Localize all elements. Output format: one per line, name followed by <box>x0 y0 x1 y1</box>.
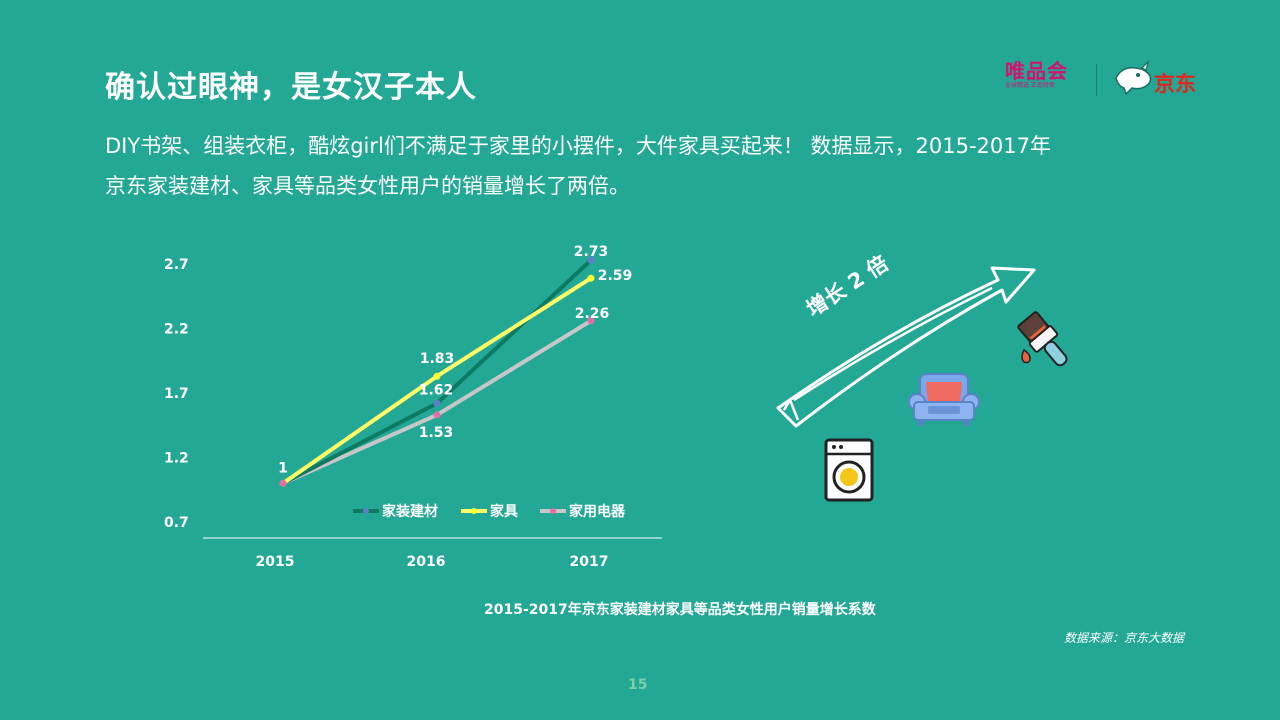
data-label: 2.73 <box>574 244 609 260</box>
series-line <box>281 276 593 485</box>
description-line-2: 京东家装建材、家具等品类女性用户的销量增长了两倍。 <box>105 174 630 198</box>
jd-logo-name: 京东 <box>1154 72 1196 96</box>
growth-arrow-icon <box>776 266 1036 428</box>
legend-marker <box>471 508 477 514</box>
data-point <box>433 399 441 407</box>
data-point <box>587 274 595 282</box>
washing-machine-icon <box>824 438 874 502</box>
page-number: 15 <box>628 677 648 693</box>
data-point <box>279 479 287 487</box>
data-source: 数据来源：京东大数据 <box>1064 631 1185 645</box>
page-title: 确认过眼神，是女汉子本人 <box>105 70 477 105</box>
paint-brush-icon <box>1017 311 1068 367</box>
data-label: 1.83 <box>420 351 455 367</box>
y-tick-label: 2.2 <box>164 322 189 338</box>
legend-item: 家用电器 <box>540 503 626 520</box>
jd-dog-icon <box>1115 60 1152 96</box>
data-label: 1.53 <box>419 425 454 441</box>
description-line-1: DIY书架、组装衣柜，酷炫girl们不满足于家里的小摆件，大件家具买起来！ 数据… <box>105 134 1051 158</box>
vip-logo-tagline: 全球精选 正品特卖 <box>1005 82 1055 89</box>
y-tick-label: 0.7 <box>164 515 189 531</box>
legend-marker <box>363 508 369 514</box>
data-label: 1 <box>278 460 288 476</box>
data-label: 2.26 <box>575 306 610 322</box>
x-tick-label: 2017 <box>570 554 609 570</box>
x-tick-label: 2015 <box>256 554 295 570</box>
y-tick-label: 1.2 <box>164 451 189 467</box>
legend-label: 家用电器 <box>569 503 626 520</box>
y-tick-label: 1.7 <box>164 386 189 402</box>
x-tick-label: 2016 <box>407 554 446 570</box>
data-point <box>587 317 595 325</box>
jd-logo: 京东 <box>1112 60 1212 100</box>
data-label: 2.59 <box>598 268 633 284</box>
y-tick-label: 2.7 <box>164 257 189 273</box>
legend-label: 家装建材 <box>382 503 438 520</box>
data-label: 1.62 <box>419 382 454 398</box>
data-point <box>587 256 595 264</box>
data-point <box>433 372 441 380</box>
chart-caption: 2015-2017年京东家装建材家具等品类女性用户销量增长系数 <box>484 602 876 618</box>
legend-label: 家具 <box>490 503 518 520</box>
description-text: DIY书架、组装衣柜，酷炫girl们不满足于家里的小摆件，大件家具买起来！ 数据… <box>105 126 1195 206</box>
vip-logo: 唯品会 全球精选 正品特卖 <box>1005 60 1085 96</box>
legend-marker <box>550 508 556 514</box>
logo-divider <box>1096 64 1097 96</box>
sofa-icon <box>908 373 980 426</box>
legend-item: 家具 <box>461 503 518 520</box>
legend-item: 家装建材 <box>353 503 438 520</box>
vip-logo-name: 唯品会 <box>1005 59 1068 83</box>
data-point <box>433 411 441 419</box>
